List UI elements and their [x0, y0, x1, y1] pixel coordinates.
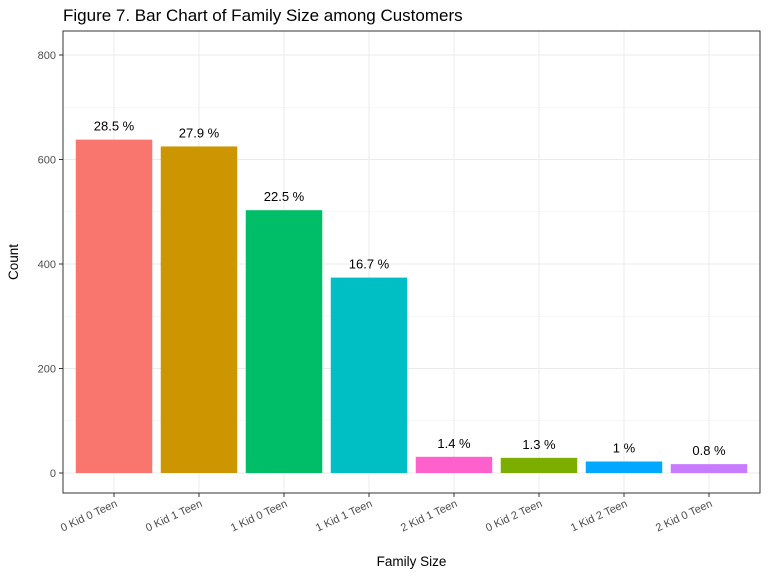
y-tick-label: 400: [38, 259, 56, 271]
bars: [75, 139, 748, 473]
x-tick-label: 0 Kid 1 Teen: [144, 498, 204, 535]
y-tick-label: 200: [38, 364, 56, 376]
bar: [245, 210, 323, 473]
x-tick-label: 2 Kid 0 Teen: [654, 498, 714, 535]
chart-title: Figure 7. Bar Chart of Family Size among…: [63, 6, 463, 25]
bar-data-label: 27.9 %: [179, 125, 220, 140]
y-tick-label: 800: [38, 50, 56, 62]
x-tick-label: 2 Kid 1 Teen: [399, 498, 459, 535]
x-tick-label: 1 Kid 2 Teen: [569, 498, 629, 535]
bar-data-label: 28.5 %: [94, 119, 135, 134]
bar-data-label: 1.3 %: [522, 437, 556, 452]
bar: [160, 146, 238, 473]
bar-data-label: 1.4 %: [437, 436, 471, 451]
x-axis: 0 Kid 0 Teen 0 Kid 1 Teen 1 Kid 0 Teen 1 Ki…: [59, 493, 714, 534]
y-tick-label: 600: [38, 155, 56, 167]
bar-data-label: 16.7 %: [349, 257, 390, 272]
bar: [75, 139, 153, 473]
y-axis-title: Count: [6, 244, 21, 280]
bar: [330, 277, 408, 473]
x-tick-label: 0 Kid 0 Teen: [59, 498, 119, 535]
x-tick-label: 1 Kid 1 Teen: [314, 498, 374, 535]
bar-data-label: 0.8 %: [692, 443, 726, 458]
bar: [585, 461, 663, 473]
plot-panel-border: [62, 30, 761, 494]
y-axis: 0 200 400 600 800: [38, 50, 63, 480]
bar: [670, 464, 748, 473]
bar-data-label: 1 %: [613, 441, 636, 456]
data-labels: 28.5 % 27.9 % 22.5 % 16.7 % 1.4 % 1.3 % 1 % 0.8…: [94, 119, 726, 458]
x-tick-label: 0 Kid 2 Teen: [484, 498, 544, 535]
x-tick-label: 1 Kid 0 Teen: [229, 498, 289, 535]
bar: [415, 456, 493, 473]
bar-data-label: 22.5 %: [264, 189, 305, 204]
bar: [500, 457, 578, 473]
x-axis-title: Family Size: [377, 554, 447, 569]
y-tick-label: 0: [50, 468, 56, 480]
